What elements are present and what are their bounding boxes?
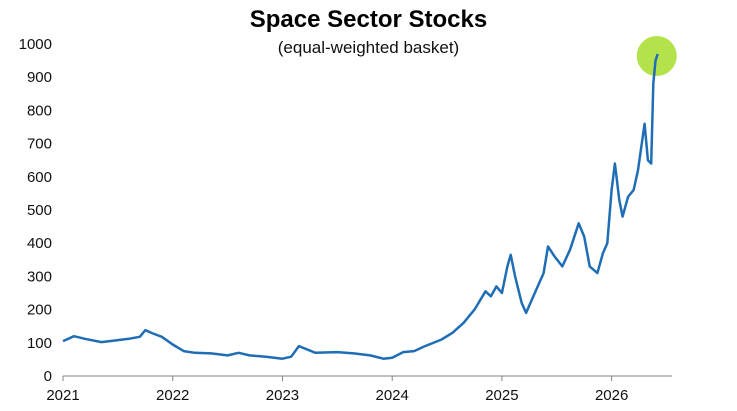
x-tick-label: 2022 xyxy=(156,387,189,404)
series-group xyxy=(62,53,659,360)
y-tick-label: 500 xyxy=(27,202,52,219)
y-tick-label: 0 xyxy=(44,368,52,385)
x-tick-label: 2026 xyxy=(595,387,628,404)
y-tick-label: 700 xyxy=(27,136,52,153)
y-tick-label: 800 xyxy=(27,102,52,119)
x-tick-label: 2021 xyxy=(46,387,79,404)
y-tick-label: 900 xyxy=(27,69,52,86)
y-tick-labels: 0 100 200 300 400 500 600 700 800 900 1000 xyxy=(19,36,52,385)
chart-title: Space Sector Stocks xyxy=(249,6,488,33)
chart-subtitle: (equal-weighted basket) xyxy=(277,38,460,57)
y-tick-label: 600 xyxy=(27,169,52,186)
y-tick-label: 300 xyxy=(27,268,52,285)
series-line xyxy=(62,53,659,360)
y-tick-label: 100 xyxy=(27,335,52,352)
axes xyxy=(62,375,672,381)
x-tick-label: 2023 xyxy=(266,387,299,404)
y-tick-label: 200 xyxy=(27,302,52,319)
y-tick-label: 400 xyxy=(27,235,52,252)
y-tick-label: 1000 xyxy=(19,36,52,53)
x-tick-label: 2025 xyxy=(485,387,518,404)
x-tick-label: 2024 xyxy=(376,387,409,404)
x-tick-labels: 2021 2022 2023 2024 2025 2026 xyxy=(46,387,628,404)
